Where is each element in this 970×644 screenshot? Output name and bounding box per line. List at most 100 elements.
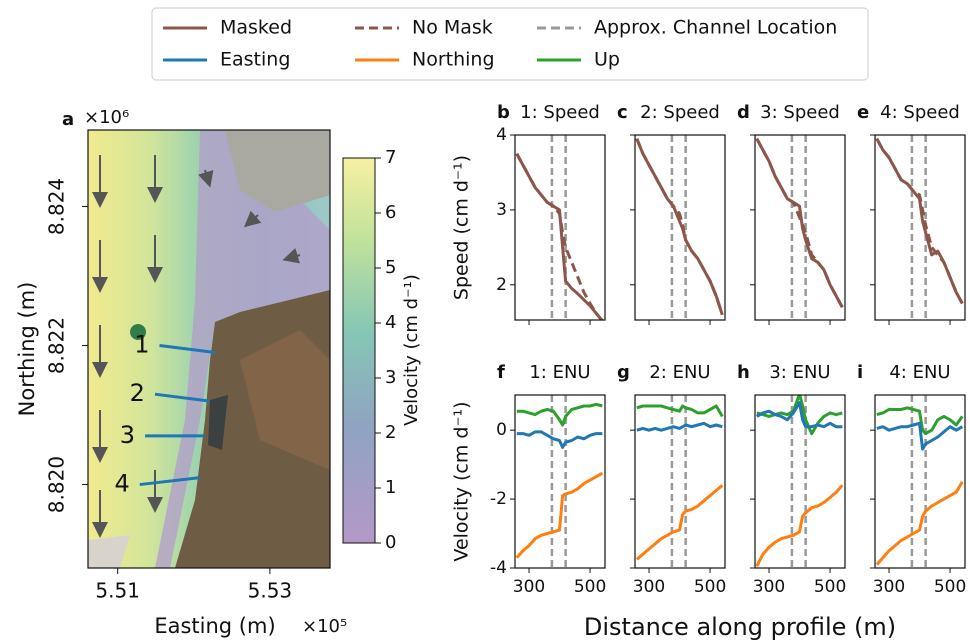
map-frame xyxy=(87,129,331,569)
y-tick-label: 8.824 xyxy=(45,178,69,235)
series-line xyxy=(516,402,603,427)
legend-label: Approx. Channel Location xyxy=(594,17,837,39)
frame xyxy=(634,134,726,321)
series-line xyxy=(876,406,964,436)
y-tick-label: -2 xyxy=(490,489,507,509)
profile-label: 2 xyxy=(130,379,145,407)
map-image xyxy=(88,130,330,568)
plot-area xyxy=(515,395,604,568)
frame xyxy=(874,134,966,321)
series-line xyxy=(756,401,843,429)
colorbar-tick-label: 5 xyxy=(385,257,396,278)
frame xyxy=(514,134,606,321)
series-line xyxy=(875,137,964,305)
colorbar-label: Velocity (cm d⁻¹) xyxy=(401,274,422,426)
y-axis-label: Northing (m) xyxy=(15,282,39,417)
profile-label: 3 xyxy=(120,421,135,449)
profile-line xyxy=(159,344,216,354)
legend-label: Masked xyxy=(220,17,292,39)
y-multiplier: ×10⁶ xyxy=(84,107,129,128)
plot-area xyxy=(635,395,724,568)
panel-title: 2: ENU xyxy=(649,362,710,383)
panel-label: d xyxy=(737,102,750,123)
y-tick-label: 8.820 xyxy=(45,456,69,513)
x-tick-label: 300 xyxy=(513,577,545,597)
colorbar-tick-label: 1 xyxy=(385,477,396,498)
profile-line xyxy=(139,476,201,487)
plot-area xyxy=(875,135,964,320)
frame xyxy=(874,394,966,569)
panel-title: 4: ENU xyxy=(889,362,950,383)
plot-area xyxy=(635,135,724,320)
x-tick-label: 300 xyxy=(873,577,905,597)
series-line xyxy=(515,471,604,559)
series-line xyxy=(635,484,724,561)
panel-label: h xyxy=(737,362,750,383)
x-tick-label: 500 xyxy=(694,577,726,597)
x-axis-label: Easting (m) xyxy=(154,614,275,638)
x-tick-label: 300 xyxy=(753,577,785,597)
panel-label: c xyxy=(617,102,628,123)
colorbar-tick-label: 2 xyxy=(385,422,396,443)
x-tick-label: 5.53 xyxy=(248,579,293,603)
x-tick-label: 500 xyxy=(934,577,966,597)
colorbar-tick-label: 6 xyxy=(385,202,396,223)
panel-label: g xyxy=(617,362,630,383)
y-tick-label: 0 xyxy=(496,420,507,440)
series-line xyxy=(876,421,964,451)
plot-area xyxy=(515,135,604,320)
colorbar-tick-label: 4 xyxy=(385,312,396,333)
legend-label: No Mask xyxy=(412,17,493,39)
series-line xyxy=(515,152,604,320)
series-line xyxy=(635,138,724,316)
y-axis-label: Velocity (cm d⁻¹) xyxy=(451,401,473,561)
panel-title: 3: Speed xyxy=(760,102,840,123)
profile-label: 1 xyxy=(134,331,149,359)
y-tick-label: 3 xyxy=(496,200,507,220)
colorbar-tick-label: 3 xyxy=(385,367,396,388)
frame xyxy=(754,134,846,321)
frame xyxy=(634,394,726,569)
colorbar-tick-label: 0 xyxy=(385,532,396,553)
legend-label: Northing xyxy=(412,49,495,71)
x-tick-label: 500 xyxy=(814,577,846,597)
panel-label: a xyxy=(62,109,74,130)
colorbar xyxy=(342,157,376,544)
series-line xyxy=(636,421,723,432)
plot-area xyxy=(875,395,964,568)
panel-label: f xyxy=(497,362,505,383)
y-tick-label: 8.822 xyxy=(45,317,69,374)
frame xyxy=(514,394,606,569)
x-axis-label: Distance along profile (m) xyxy=(584,613,896,641)
legend: Masked No Mask Approx. Channel Location Eas… xyxy=(151,7,869,81)
y-axis-label: Speed (cm d⁻¹) xyxy=(451,155,473,300)
panel-title: 3: ENU xyxy=(769,362,830,383)
series-line xyxy=(755,137,844,309)
series-line xyxy=(756,395,843,436)
series-line xyxy=(636,404,724,418)
profile-label: 4 xyxy=(114,470,129,498)
legend-label: Easting xyxy=(220,49,290,71)
panel-title: 1: Speed xyxy=(520,102,600,123)
y-tick-label: -4 xyxy=(490,558,507,578)
plot-area xyxy=(755,135,844,320)
frame xyxy=(754,394,846,569)
panel-title: 4: Speed xyxy=(880,102,960,123)
panel-title: 2: Speed xyxy=(640,102,720,123)
series-line xyxy=(875,481,964,566)
x-multiplier: ×10⁵ xyxy=(302,616,347,637)
x-tick-label: 5.51 xyxy=(95,579,140,603)
x-tick-label: 500 xyxy=(574,577,606,597)
y-tick-label: 2 xyxy=(496,275,507,295)
legend-box xyxy=(151,7,869,81)
x-tick-label: 300 xyxy=(633,577,665,597)
panel-label: e xyxy=(857,102,869,123)
y-tick-label: 4 xyxy=(496,125,507,145)
profile-line xyxy=(154,392,210,403)
colorbar-tick-label: 7 xyxy=(385,147,396,168)
panel-title: 1: ENU xyxy=(529,362,590,383)
series-line xyxy=(755,484,844,567)
series-line xyxy=(516,430,603,449)
panel-label: b xyxy=(497,102,510,123)
